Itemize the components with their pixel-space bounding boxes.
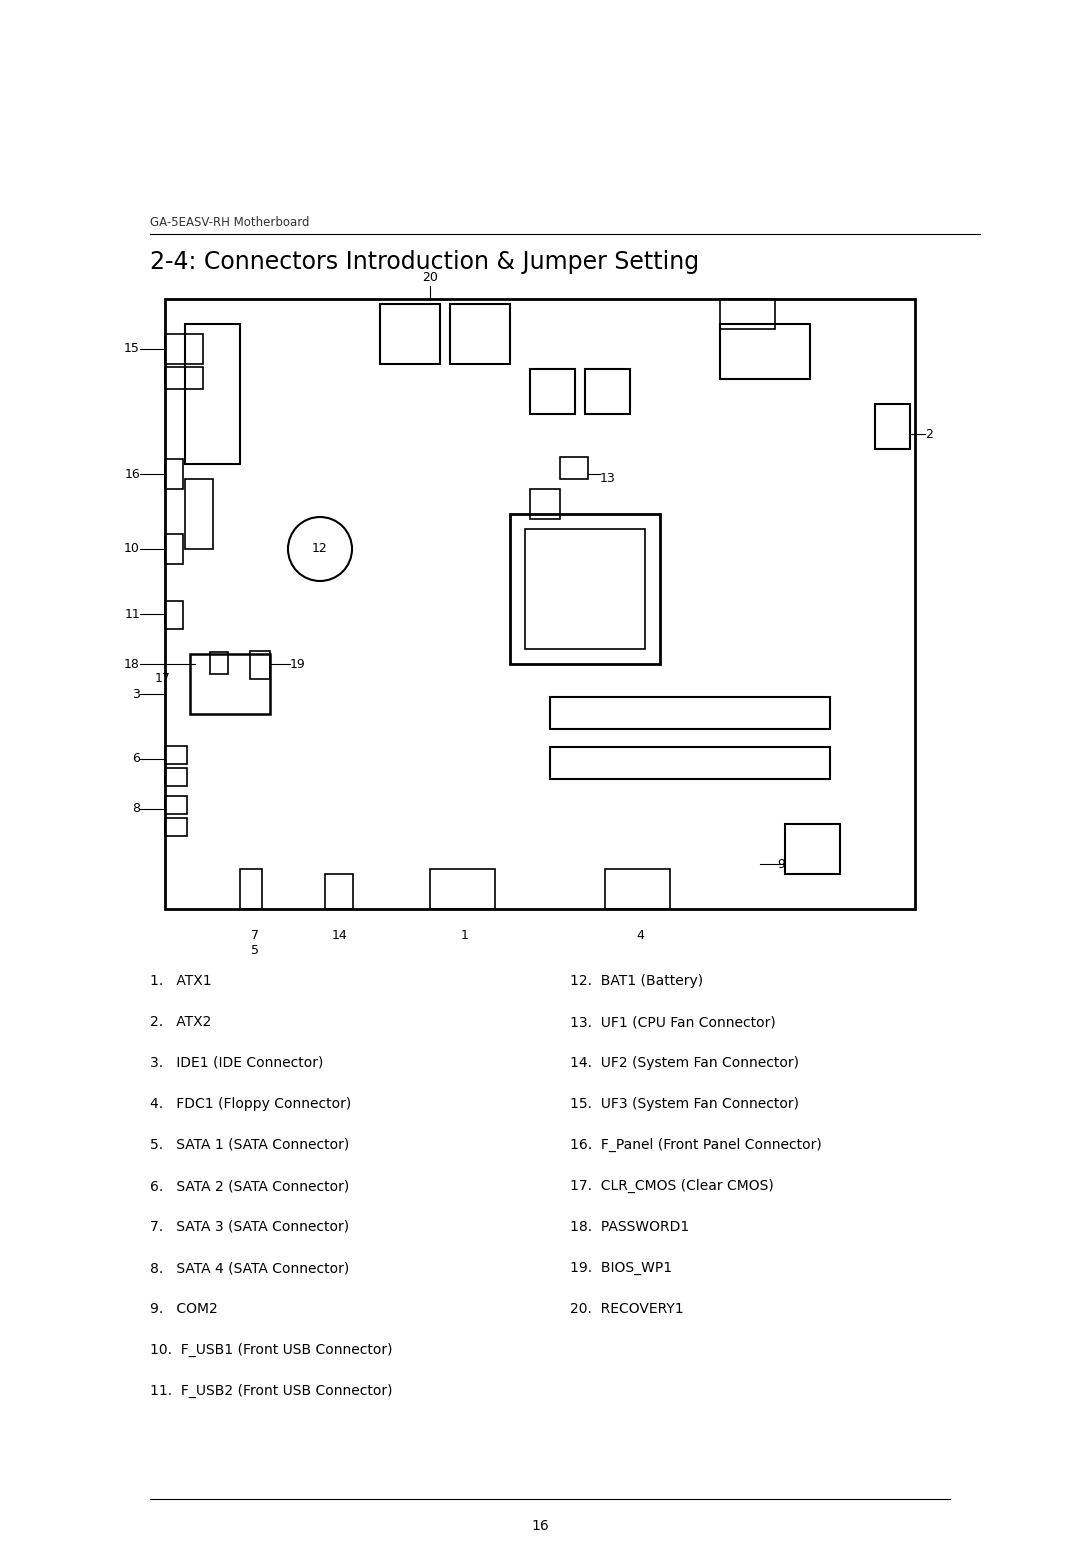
Text: 2.   ATX2: 2. ATX2 — [150, 1015, 212, 1029]
Text: 2-4: Connectors Introduction & Jumper Setting: 2-4: Connectors Introduction & Jumper Se… — [150, 250, 699, 274]
Text: 1: 1 — [461, 929, 469, 942]
Bar — [875, 404, 910, 449]
Text: 5.   SATA 1 (SATA Connector): 5. SATA 1 (SATA Connector) — [150, 1139, 349, 1153]
Bar — [165, 768, 187, 787]
Text: 7.   SATA 3 (SATA Connector): 7. SATA 3 (SATA Connector) — [150, 1220, 349, 1234]
Bar — [561, 457, 588, 479]
Bar — [450, 303, 510, 364]
Bar — [165, 299, 915, 909]
Bar — [380, 303, 440, 364]
Text: 18: 18 — [124, 657, 140, 671]
Text: 7: 7 — [251, 929, 259, 942]
Text: 3: 3 — [132, 688, 140, 701]
Bar — [720, 324, 810, 378]
Text: 15: 15 — [124, 343, 140, 355]
Bar — [210, 652, 228, 674]
Text: 3.   IDE1 (IDE Connector): 3. IDE1 (IDE Connector) — [150, 1056, 323, 1070]
Text: 13.  UF1 (CPU Fan Connector): 13. UF1 (CPU Fan Connector) — [570, 1015, 775, 1029]
Bar — [605, 870, 670, 909]
Text: 16.  F_Panel (Front Panel Connector): 16. F_Panel (Front Panel Connector) — [570, 1139, 822, 1153]
Bar — [165, 458, 183, 490]
Text: 17: 17 — [156, 673, 171, 685]
Text: 10.  F_USB1 (Front USB Connector): 10. F_USB1 (Front USB Connector) — [150, 1343, 392, 1358]
Text: 19: 19 — [291, 657, 306, 671]
Text: GA-5EASV-RH Motherboard: GA-5EASV-RH Motherboard — [150, 216, 310, 228]
Bar — [190, 654, 270, 715]
Text: 5: 5 — [251, 945, 259, 957]
Bar — [550, 698, 831, 729]
Text: 14: 14 — [333, 929, 348, 942]
Bar — [165, 818, 187, 837]
Text: 10: 10 — [124, 543, 140, 555]
Bar — [430, 870, 495, 909]
Text: 8: 8 — [132, 802, 140, 815]
Text: 12: 12 — [312, 543, 328, 555]
Text: 11: 11 — [124, 607, 140, 621]
Bar — [785, 824, 840, 874]
Text: 6: 6 — [132, 752, 140, 765]
Bar — [165, 335, 203, 364]
Bar — [249, 651, 270, 679]
Bar — [185, 324, 240, 465]
Text: 9: 9 — [778, 857, 785, 871]
Bar — [720, 299, 775, 328]
Bar — [550, 748, 831, 779]
Bar — [185, 479, 213, 549]
Text: 12.  BAT1 (Battery): 12. BAT1 (Battery) — [570, 974, 703, 988]
Text: 4.   FDC1 (Floppy Connector): 4. FDC1 (Floppy Connector) — [150, 1096, 351, 1110]
Bar — [525, 529, 645, 649]
Bar — [585, 369, 630, 414]
Text: 13: 13 — [600, 472, 616, 485]
Bar — [165, 368, 203, 389]
Bar — [510, 515, 660, 665]
Text: 19.  BIOS_WP1: 19. BIOS_WP1 — [570, 1261, 672, 1275]
Bar — [165, 601, 183, 629]
Text: 1.   ATX1: 1. ATX1 — [150, 974, 212, 988]
Bar — [165, 533, 183, 565]
Text: 14.  UF2 (System Fan Connector): 14. UF2 (System Fan Connector) — [570, 1056, 799, 1070]
Text: 11.  F_USB2 (Front USB Connector): 11. F_USB2 (Front USB Connector) — [150, 1384, 392, 1398]
Text: 17.  CLR_CMOS (Clear CMOS): 17. CLR_CMOS (Clear CMOS) — [570, 1179, 773, 1193]
Text: 15.  UF3 (System Fan Connector): 15. UF3 (System Fan Connector) — [570, 1096, 799, 1110]
Text: 16: 16 — [531, 1519, 549, 1533]
Bar — [165, 796, 187, 813]
Bar — [325, 874, 353, 909]
Text: 16: 16 — [124, 468, 140, 480]
Text: 4: 4 — [636, 929, 644, 942]
Text: 9.   COM2: 9. COM2 — [150, 1301, 218, 1315]
Bar — [530, 490, 561, 519]
Bar — [530, 369, 575, 414]
Text: 6.   SATA 2 (SATA Connector): 6. SATA 2 (SATA Connector) — [150, 1179, 349, 1193]
Text: 2: 2 — [924, 427, 933, 441]
Text: 20.  RECOVERY1: 20. RECOVERY1 — [570, 1301, 684, 1315]
Text: 18.  PASSWORD1: 18. PASSWORD1 — [570, 1220, 689, 1234]
Bar — [240, 870, 262, 909]
Text: 8.   SATA 4 (SATA Connector): 8. SATA 4 (SATA Connector) — [150, 1261, 349, 1275]
Bar — [165, 746, 187, 763]
Text: 20: 20 — [422, 271, 437, 285]
